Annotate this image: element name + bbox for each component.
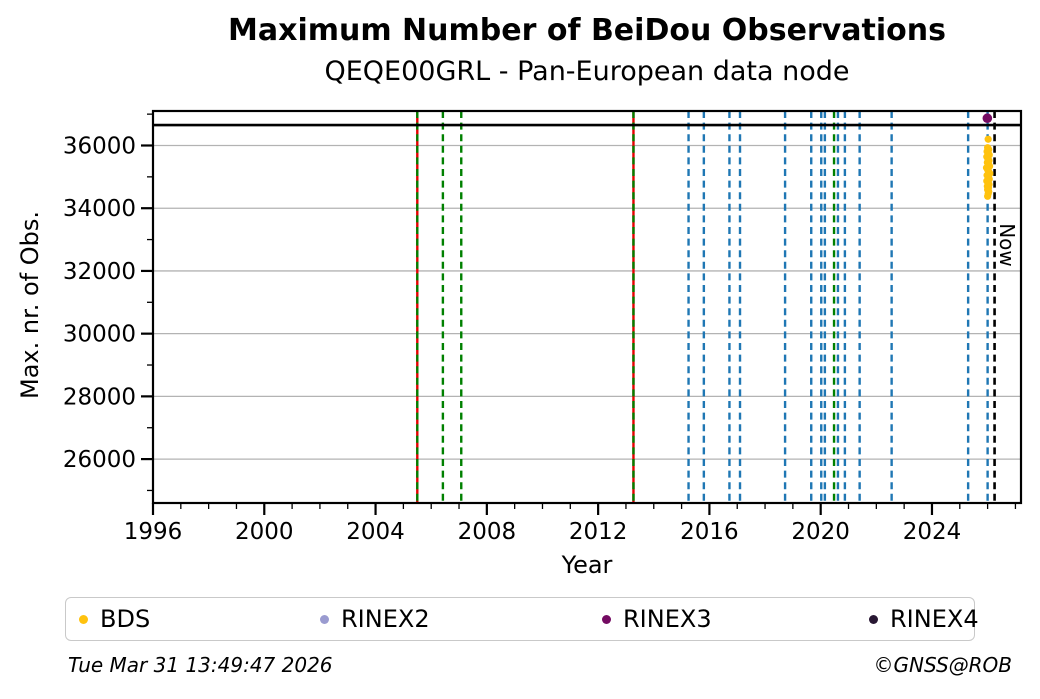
plot-area: 1996 2000 2004 2008 2012 2016 2020 2024 26000 280… — [63, 109, 1023, 545]
copyright-credit: ©GNSS@ROB — [873, 653, 1013, 677]
y-axis-label: Max. nr. of Obs. — [16, 210, 44, 400]
chart-title: Maximum Number of BeiDou Observations — [228, 13, 946, 48]
legend-label-rinex2: RINEX2 — [341, 605, 430, 633]
rinex2-marker-icon — [320, 614, 329, 624]
plot-timestamp: Tue Mar 31 13:49:47 2026 — [68, 653, 333, 677]
plot-frame — [151, 109, 1023, 505]
legend-label-bds: BDS — [100, 605, 151, 633]
axis-ticks — [141, 113, 1017, 515]
chart-subtitle: QEQE00GRL - Pan-European data node — [324, 56, 850, 87]
legend-label-rinex3: RINEX3 — [623, 605, 712, 633]
legend-item-rinex4: RINEX4 — [869, 598, 979, 640]
legend-label-rinex4: RINEX4 — [890, 605, 979, 633]
now-annotation-label: Now — [995, 223, 1019, 267]
svg-text:32000: 32000 — [63, 259, 136, 285]
svg-text:2016: 2016 — [680, 519, 739, 545]
event-vlines-red — [416, 111, 635, 503]
svg-text:36000: 36000 — [63, 133, 136, 159]
legend-item-rinex2: RINEX2 — [320, 598, 430, 640]
rinex3-marker-icon — [602, 614, 611, 624]
rinex4-marker-icon — [869, 614, 878, 624]
series-rinex3 — [982, 113, 993, 124]
svg-text:2008: 2008 — [458, 519, 517, 545]
legend-item-rinex3: RINEX3 — [602, 598, 712, 640]
x-tick-labels: 1996 2000 2004 2008 2012 2016 2020 2024 — [124, 519, 962, 545]
x-axis-label: Year — [561, 551, 613, 579]
series-bds — [982, 135, 994, 200]
event-vlines-green — [416, 111, 836, 503]
svg-text:2012: 2012 — [569, 519, 628, 545]
legend: BDS RINEX2 RINEX3 RINEX4 — [65, 597, 979, 641]
y-tick-labels: 26000 28000 30000 32000 34000 36000 — [63, 133, 136, 473]
bds-marker-icon — [79, 614, 88, 624]
svg-text:34000: 34000 — [63, 196, 136, 222]
svg-text:2020: 2020 — [791, 519, 850, 545]
svg-text:2024: 2024 — [903, 519, 962, 545]
svg-text:2004: 2004 — [346, 519, 405, 545]
svg-text:30000: 30000 — [63, 322, 136, 348]
svg-text:2000: 2000 — [235, 519, 294, 545]
svg-text:28000: 28000 — [63, 384, 136, 410]
event-vlines-blue — [687, 111, 989, 503]
svg-text:1996: 1996 — [124, 519, 183, 545]
legend-item-bds: BDS — [79, 598, 150, 640]
svg-text:26000: 26000 — [63, 447, 136, 473]
gridlines — [153, 144, 1021, 460]
